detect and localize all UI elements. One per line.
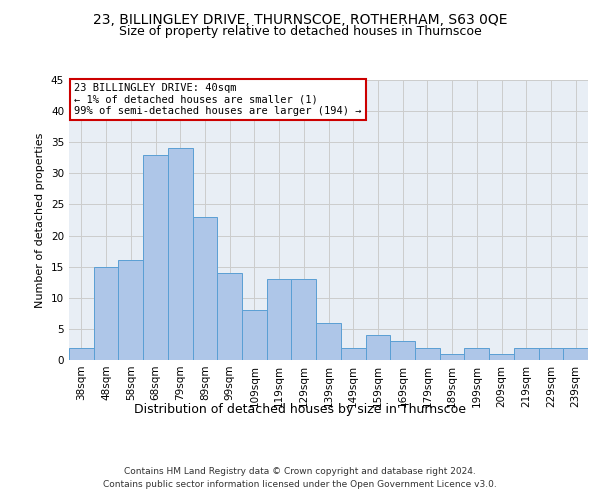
Bar xyxy=(168,148,193,360)
Text: Contains public sector information licensed under the Open Government Licence v3: Contains public sector information licen… xyxy=(103,480,497,489)
Y-axis label: Number of detached properties: Number of detached properties xyxy=(35,132,46,308)
Bar xyxy=(390,342,415,360)
Text: 23 BILLINGLEY DRIVE: 40sqm
← 1% of detached houses are smaller (1)
99% of semi-d: 23 BILLINGLEY DRIVE: 40sqm ← 1% of detac… xyxy=(74,83,362,116)
Bar xyxy=(118,260,143,360)
Bar xyxy=(292,279,316,360)
Bar xyxy=(489,354,514,360)
Bar xyxy=(316,322,341,360)
Bar xyxy=(539,348,563,360)
Bar xyxy=(563,348,588,360)
Bar xyxy=(143,154,168,360)
Bar xyxy=(365,335,390,360)
Bar xyxy=(69,348,94,360)
Text: Contains HM Land Registry data © Crown copyright and database right 2024.: Contains HM Land Registry data © Crown c… xyxy=(124,468,476,476)
Bar xyxy=(94,266,118,360)
Text: Distribution of detached houses by size in Thurnscoe: Distribution of detached houses by size … xyxy=(134,402,466,415)
Bar xyxy=(464,348,489,360)
Bar xyxy=(217,273,242,360)
Bar xyxy=(415,348,440,360)
Bar xyxy=(514,348,539,360)
Bar xyxy=(267,279,292,360)
Text: Size of property relative to detached houses in Thurnscoe: Size of property relative to detached ho… xyxy=(119,25,481,38)
Text: 23, BILLINGLEY DRIVE, THURNSCOE, ROTHERHAM, S63 0QE: 23, BILLINGLEY DRIVE, THURNSCOE, ROTHERH… xyxy=(93,12,507,26)
Bar xyxy=(341,348,365,360)
Bar xyxy=(193,217,217,360)
Bar xyxy=(440,354,464,360)
Bar xyxy=(242,310,267,360)
